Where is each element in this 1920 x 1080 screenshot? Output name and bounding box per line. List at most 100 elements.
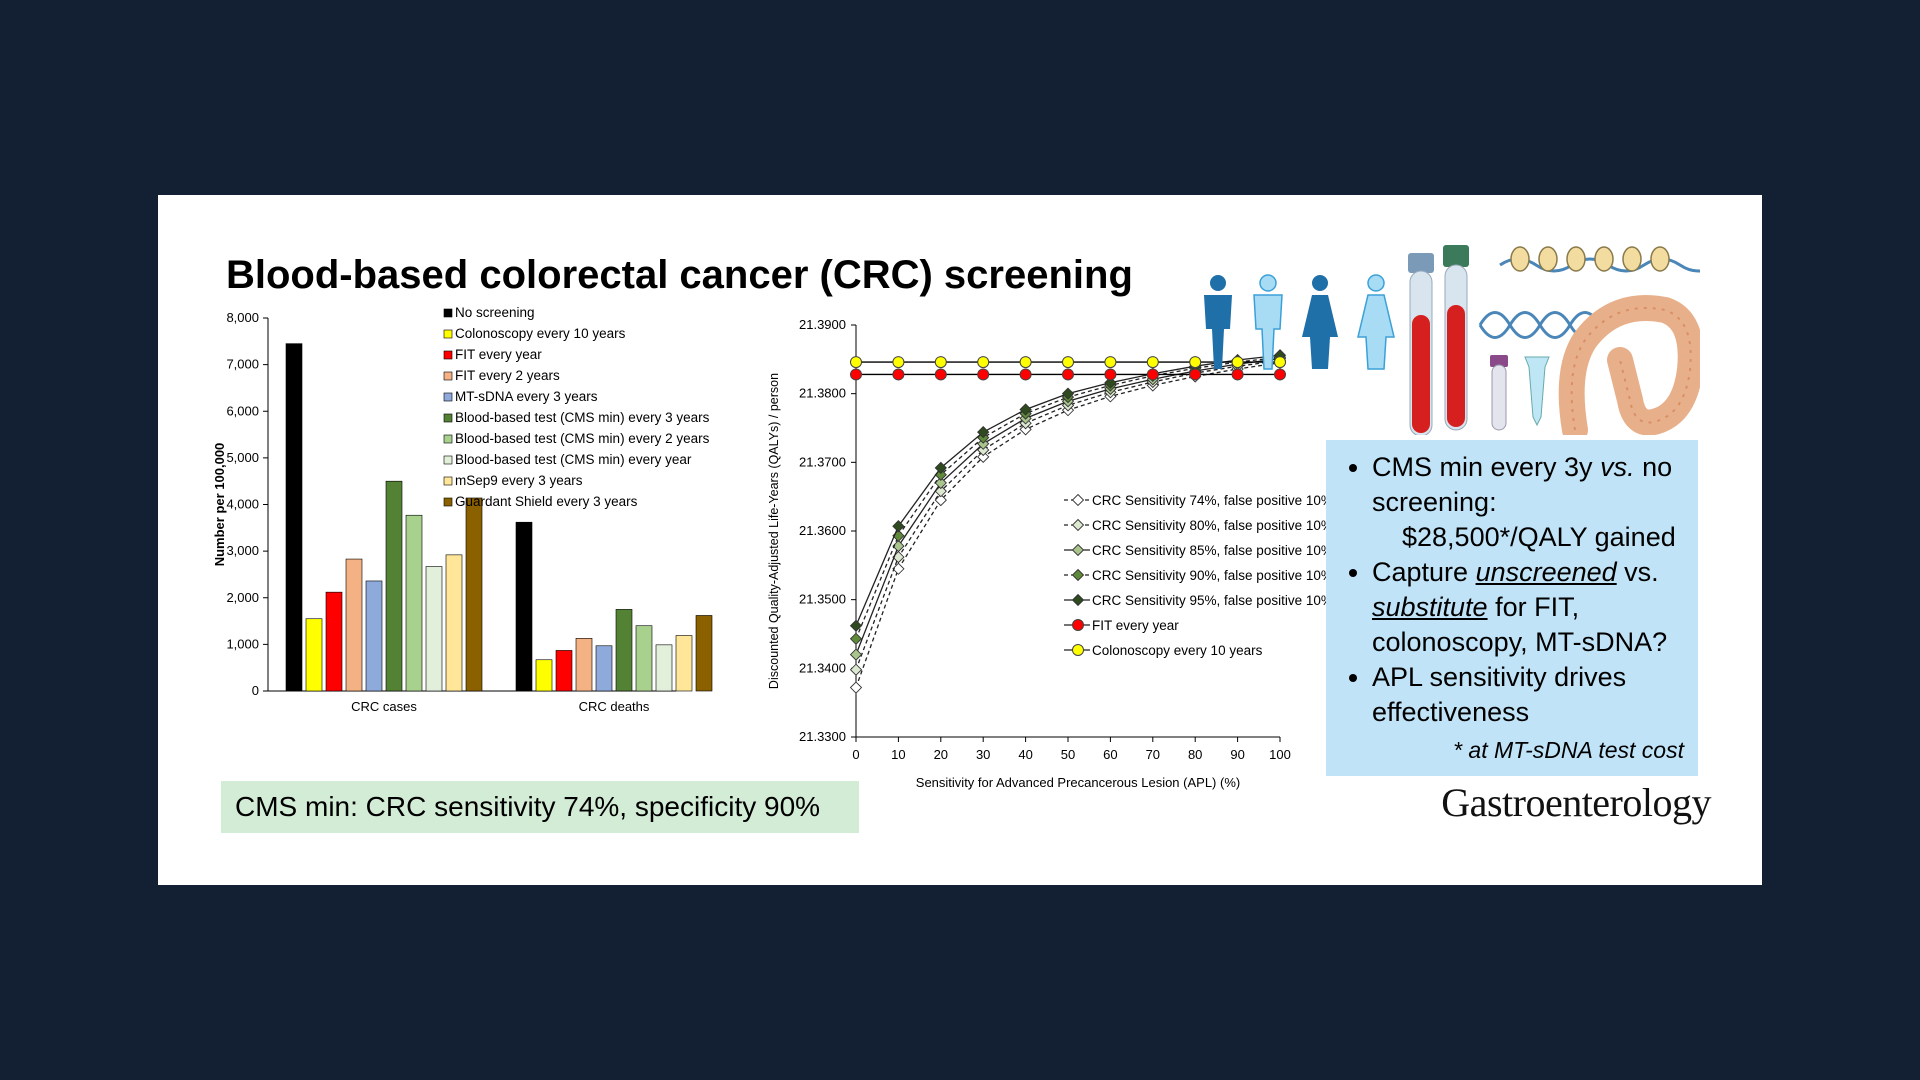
data-point [849,663,863,676]
y-tick-label: 21.3500 [799,592,846,607]
data-point [1231,368,1244,381]
x-tick-label: 20 [934,747,948,762]
bar [655,644,673,692]
data-point [934,461,947,474]
legend-label: Guardant Shield every 3 years [455,494,638,509]
x-axis-label: Sensitivity for Advanced Precancerous Le… [916,775,1240,790]
bar [575,638,593,692]
legend-label: FIT every year [1092,618,1179,633]
y-axis-label: Number per 100,000 [212,443,227,567]
graphical-abstract-card: Blood-based colorectal cancer (CRC) scre… [158,195,1762,885]
x-tick-label: 40 [1018,747,1032,762]
legend-swatch [443,455,453,465]
legend-swatch [443,497,453,507]
data-point [849,619,863,632]
x-tick-label: 80 [1188,747,1202,762]
y-tick-label: 6,000 [226,403,259,418]
data-point [977,450,990,463]
bar [555,650,573,692]
data-point [1189,368,1202,381]
data-point [1019,403,1032,416]
y-tick-label: 0 [252,683,259,698]
legend-label: No screening [455,305,535,320]
bar [695,615,713,692]
data-point [977,368,990,381]
bar [425,566,443,692]
legend-label: Colonoscopy every 10 years [1092,643,1263,658]
bar [405,514,423,692]
x-tick-label: 70 [1146,747,1160,762]
y-tick-label: 21.3600 [799,523,846,538]
data-point [1104,368,1117,381]
legend-label: mSep9 every 3 years [455,473,583,488]
bar [305,618,323,692]
bar [595,645,613,692]
bar [615,609,633,692]
data-point [892,539,905,553]
legend-label: Blood-based test (CMS min) every 3 years [455,410,710,425]
x-tick-label: 30 [976,747,990,762]
data-point [934,356,947,369]
data-point [1146,356,1159,369]
data-point [1231,356,1244,369]
y-tick-label: 21.3900 [799,317,846,332]
footnote: * at MT-sDNA test cost [1453,737,1684,763]
data-point [1071,543,1085,557]
data-point [1189,356,1202,369]
y-tick-label: 2,000 [226,590,259,605]
cms-min-note: CMS min: CRC sensitivity 74%, specificit… [221,781,859,833]
bar [365,580,383,692]
series [850,368,1286,381]
data-point [892,356,905,369]
data-point [977,356,990,369]
data-point [934,368,947,381]
x-tick-label: 100 [1269,747,1291,762]
y-tick-label: 21.3400 [799,660,846,675]
y-tick-label: 21.3300 [799,729,846,744]
data-point [1019,368,1032,381]
y-axis-label: Discounted Quality-Adjusted Life-Years (… [767,373,781,689]
x-tick-label: 0 [852,747,859,762]
data-point [850,356,862,369]
blood-tube-icon [1408,245,1550,435]
legend-swatch [443,308,453,318]
y-tick-label: 7,000 [226,357,259,372]
data-point [1274,356,1286,369]
data-point [1071,593,1085,607]
series [850,356,1286,369]
summary-bullet-2: Capture unscreened vs. substitute for FI… [1372,555,1686,660]
bar [445,554,463,692]
y-tick-label: 1,000 [226,636,259,651]
data-point [1071,493,1085,507]
data-point [1072,644,1084,656]
y-tick-label: 8,000 [226,310,259,325]
bar [385,480,403,692]
data-point [1062,368,1074,381]
man-outline-icon [1253,274,1283,370]
x-category-label: CRC deaths [579,699,650,714]
legend-swatch [443,350,453,360]
data-point [1071,518,1085,532]
x-tick-label: 90 [1230,747,1244,762]
x-tick-label: 10 [891,747,905,762]
legend-label: MT-sDNA every 3 years [455,389,598,404]
man-icon [1204,275,1232,369]
colon-icon [1558,295,1700,435]
legend-swatch [443,392,453,402]
legend-swatch [443,329,453,339]
data-point [892,520,905,533]
data-point [1146,368,1159,381]
journal-logo: Gastroenterology [1441,780,1711,825]
woman-icon [1302,275,1338,369]
y-tick-label: 5,000 [226,450,259,465]
y-tick-label: 3,000 [226,543,259,558]
person-icons [1204,274,1395,370]
page-title: Blood-based colorectal cancer (CRC) scre… [226,253,1133,297]
data-point [1062,356,1074,369]
data-point [1104,376,1117,389]
legend-label: FIT every year [455,347,542,362]
data-point [1072,619,1084,631]
data-point [1019,356,1032,369]
data-point [849,681,863,694]
x-tick-label: 60 [1103,747,1117,762]
